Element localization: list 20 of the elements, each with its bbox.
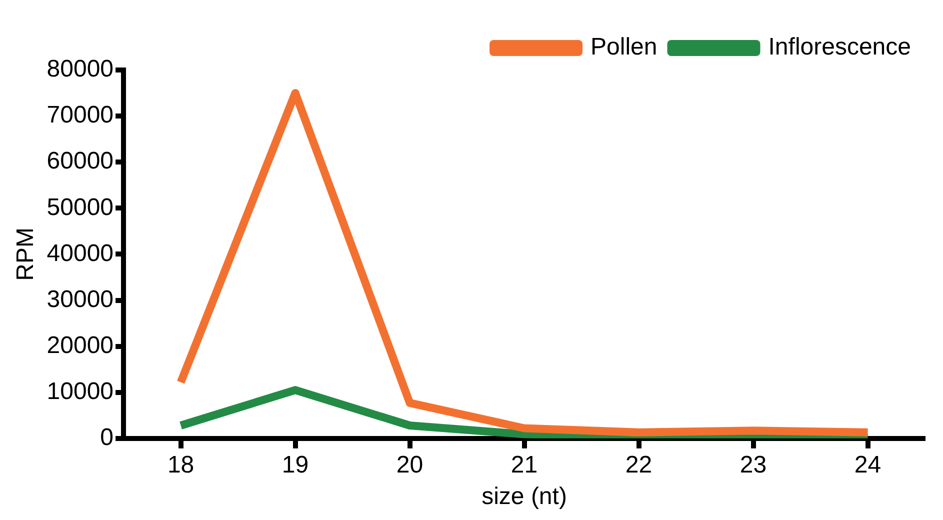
x-tick-label: 21: [510, 451, 538, 478]
x-axis-title: size (nt): [482, 483, 567, 510]
x-tick-label: 23: [740, 451, 767, 478]
y-tick-label: 40000: [46, 240, 114, 267]
x-tick-label: 18: [167, 451, 194, 478]
x-tick-label: 20: [396, 451, 424, 478]
y-tick-label: 70000: [46, 102, 114, 129]
x-tick-label: 19: [282, 451, 309, 478]
y-tick-label: 80000: [46, 56, 114, 83]
x-tick-label: 24: [854, 451, 882, 478]
legend-label: Inflorescence: [768, 34, 912, 61]
y-axis-title: RPM: [12, 228, 40, 281]
x-tick-label: 22: [625, 451, 652, 478]
y-tick-label: 10000: [46, 378, 114, 405]
y-tick-label: 30000: [46, 286, 114, 313]
legend-label: Pollen: [590, 34, 658, 61]
y-tick-label: 20000: [46, 332, 114, 359]
y-tick-label: 50000: [46, 194, 114, 221]
y-tick-label: 60000: [46, 148, 114, 175]
y-tick-label: 0: [100, 424, 114, 452]
